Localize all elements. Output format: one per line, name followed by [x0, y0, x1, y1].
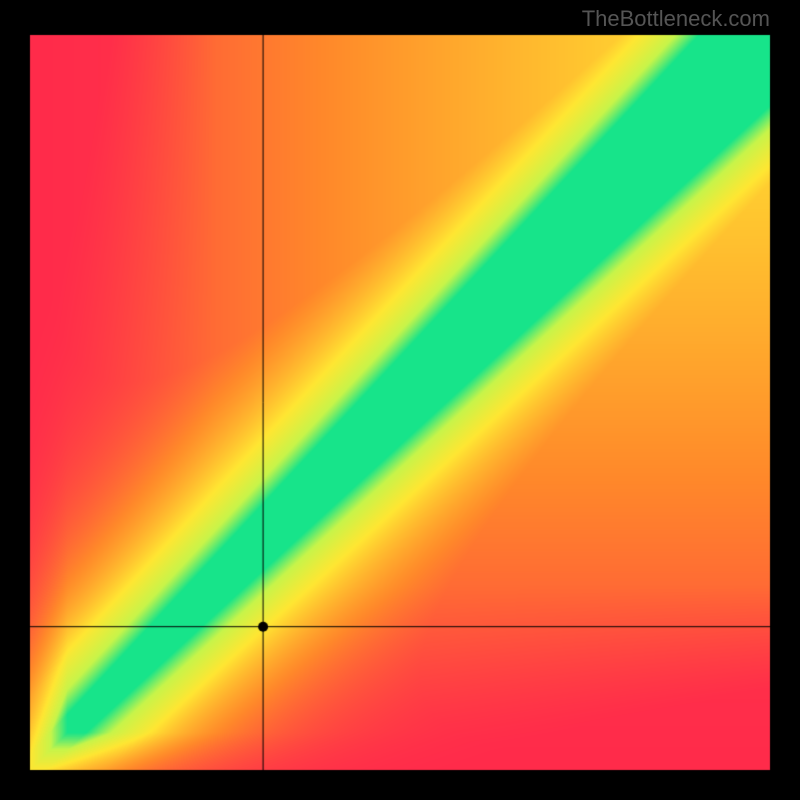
heatmap-canvas: [0, 0, 800, 800]
watermark-text: TheBottleneck.com: [582, 6, 770, 32]
chart-container: TheBottleneck.com: [0, 0, 800, 800]
